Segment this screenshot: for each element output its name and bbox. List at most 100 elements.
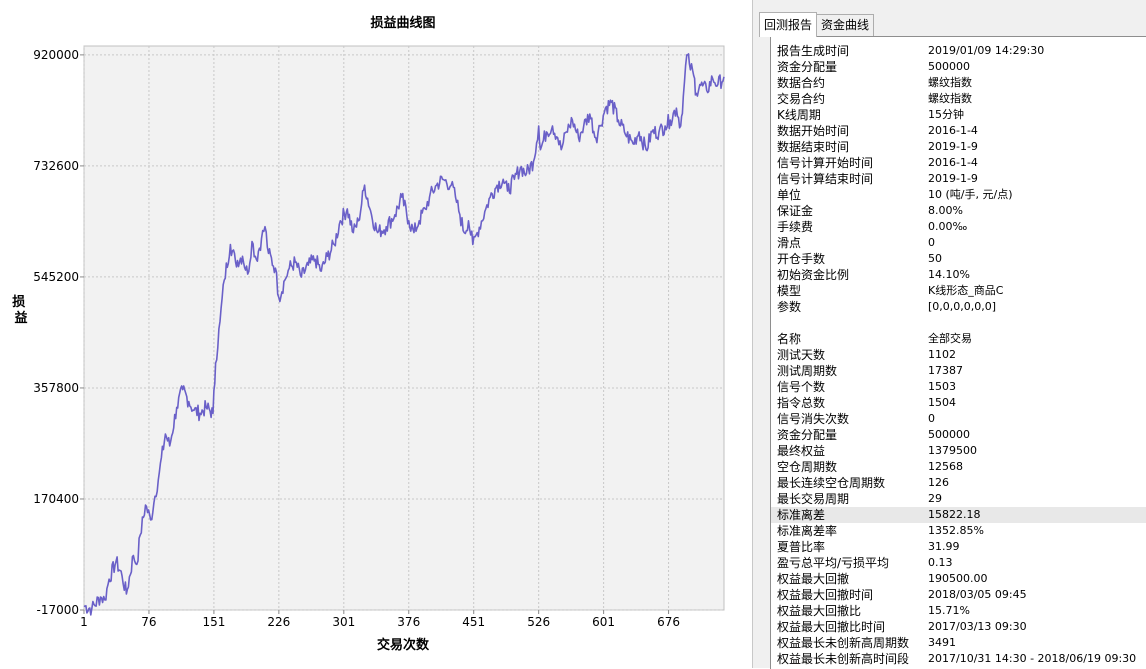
report-row-label: 资金分配量 [777, 428, 838, 442]
report-row[interactable]: 资金分配量 500000 [771, 59, 1146, 75]
report-row-value: 全部交易 [928, 332, 972, 345]
x-tick-label: 301 [332, 615, 355, 629]
report-row-label: 报告生成时间 [777, 44, 850, 58]
report-row-value: 14.10% [928, 268, 970, 281]
report-row[interactable]: K线周期 15分钟 [771, 107, 1146, 123]
report-row-value: 12568 [928, 460, 963, 473]
report-row[interactable]: 盈亏总平均/亏损平均 0.13 [771, 555, 1146, 571]
report-row[interactable]: 信号消失次数 0 [771, 411, 1146, 427]
report-row[interactable]: 最终权益 1379500 [771, 443, 1146, 459]
report-row-value: 126 [928, 476, 949, 489]
tab-bar: 回测报告 资金曲线 [759, 12, 875, 37]
report-row[interactable]: 标准离差率 1352.85% [771, 523, 1146, 539]
report-row-label: 信号消失次数 [777, 412, 850, 426]
report-row[interactable]: 测试周期数 17387 [771, 363, 1146, 379]
report-row-label: 指令总数 [777, 396, 826, 410]
report-row-label: 数据合约 [777, 76, 826, 90]
series-layer [83, 53, 725, 616]
y-axis-label: 损 益 [12, 294, 30, 326]
report-row[interactable]: 保证金 8.00% [771, 203, 1146, 219]
x-axis-label: 交易次数 [377, 637, 430, 653]
report-row[interactable]: 最长交易周期 29 [771, 491, 1146, 507]
report-row[interactable]: 权益最大回撤比时间 2017/03/13 09:30 [771, 619, 1146, 635]
report-row[interactable]: 信号计算开始时间 2016-1-4 [771, 155, 1146, 171]
report-row-label: 单位 [777, 188, 802, 202]
report-row-label: 权益最大回撤比 [777, 604, 862, 618]
report-row-value: 2017/10/31 14:30 - 2018/06/19 09:30 [928, 652, 1137, 665]
report-row[interactable]: 交易合约 螺纹指数 [771, 91, 1146, 107]
report-row-value: 3491 [928, 636, 956, 649]
report-row-value: 190500.00 [928, 572, 988, 585]
y-tick-label: 357800 [33, 381, 79, 395]
report-row[interactable]: 最长连续空仓周期数 126 [771, 475, 1146, 491]
report-row[interactable]: 数据结束时间 2019-1-9 [771, 139, 1146, 155]
plot-area [83, 45, 725, 611]
report-row[interactable]: 数据开始时间 2016-1-4 [771, 123, 1146, 139]
report-row[interactable]: 信号个数 1503 [771, 379, 1146, 395]
y-axis-label-text: 损 [12, 294, 25, 310]
report-row[interactable]: 参数 [0,0,0,0,0,0] [771, 299, 1146, 315]
report-row[interactable]: 权益最长未创新高时间段 2017/10/31 14:30 - 2018/06/19… [771, 651, 1146, 667]
report-row-value: 螺纹指数 [928, 92, 972, 105]
report-row[interactable]: 手续费 0.00‰ [771, 219, 1146, 235]
tab-backtest-report[interactable]: 回测报告 [759, 12, 818, 37]
report-row[interactable]: 模型 K线形态_商品C [771, 283, 1146, 299]
x-tick-label: 1 [80, 615, 88, 629]
report-row-value: 1379500 [928, 444, 977, 457]
report-row[interactable] [771, 315, 1146, 331]
report-row-value: [0,0,0,0,0,0] [928, 300, 997, 313]
chart-panel: 损益曲线图 1 76 151 226 301 376 451 526 601 676 -17000… [12, 15, 725, 653]
report-row-value: 29 [928, 492, 942, 505]
report-row-label: 数据开始时间 [777, 124, 850, 138]
tab-equity-curve[interactable]: 资金曲线 [817, 14, 875, 36]
report-row-label: 参数 [777, 300, 802, 314]
report-list[interactable]: 报告生成时间 2019/01/09 14:29:30 资金分配量 500000 数据合约… [770, 36, 1146, 669]
report-row-value: 17387 [928, 364, 963, 377]
report-row[interactable]: 权益最大回撤时间 2018/03/05 09:45 [771, 587, 1146, 603]
report-row[interactable]: 测试天数 1102 [771, 347, 1146, 363]
report-row-label: 手续费 [777, 220, 814, 234]
report-row-value: 15.71% [928, 604, 970, 617]
report-row-value: 0.13 [928, 556, 953, 569]
report-row[interactable]: 指令总数 1504 [771, 395, 1146, 411]
report-row-label: 资金分配量 [777, 60, 838, 74]
report-row-value: 2016-1-4 [928, 124, 978, 137]
report-row-label: 权益最大回撤 [777, 572, 850, 586]
report-row-label: 模型 [777, 284, 802, 298]
x-tick-label: 526 [527, 615, 550, 629]
report-row-value: 15822.18 [928, 508, 981, 521]
report-row[interactable]: 资金分配量 500000 [771, 427, 1146, 443]
report-row-label: 初始资金比例 [777, 268, 850, 282]
report-row-label: 测试周期数 [777, 364, 838, 378]
report-row[interactable]: 数据合约 螺纹指数 [771, 75, 1146, 91]
report-row-label: 权益最大回撤比时间 [777, 620, 886, 634]
report-row-label: 保证金 [777, 204, 814, 218]
report-row[interactable]: 信号计算结束时间 2019-1-9 [771, 171, 1146, 187]
report-row[interactable]: 开仓手数 50 [771, 251, 1146, 267]
report-row[interactable]: 权益最大回撤比 15.71% [771, 603, 1146, 619]
equity-curve-chart: 损益曲线图 1 76 151 226 301 376 451 526 601 676 -17000… [12, 15, 725, 653]
report-row[interactable]: 单位 10 (吨/手, 元/点) [771, 187, 1146, 203]
report-row[interactable]: 权益最长未创新高周期数 3491 [771, 635, 1146, 651]
report-row-value: 2018/03/05 09:45 [928, 588, 1027, 601]
report-row[interactable]: 空仓周期数 12568 [771, 459, 1146, 475]
x-tick-label: 601 [592, 615, 615, 629]
report-row-value: 50 [928, 252, 942, 265]
report-row[interactable]: 夏普比率 31.99 [771, 539, 1146, 555]
report-row[interactable]: 初始资金比例 14.10% [771, 267, 1146, 283]
report-row-label: 信号个数 [777, 380, 826, 394]
report-row[interactable]: 名称 全部交易 [771, 331, 1146, 347]
y-tick-label: -17000 [36, 603, 79, 617]
y-axis-ticks: -17000 170400 357800 545200 732600 920000 [33, 48, 84, 617]
report-row[interactable]: 报告生成时间 2019/01/09 14:29:30 [771, 43, 1146, 59]
report-row-label: K线周期 [777, 108, 821, 122]
report-row[interactable]: 滑点 0 [771, 235, 1146, 251]
report-row[interactable]: 标准离差 15822.18 [771, 507, 1146, 523]
report-row[interactable]: 权益最大回撤 190500.00 [771, 571, 1146, 587]
report-panel: 回测报告 资金曲线 报告生成时间 2019/01/09 14:29:30 资金分配量… [752, 0, 1146, 669]
y-tick-label: 732600 [33, 159, 79, 173]
x-tick-label: 451 [462, 615, 485, 629]
report-row-label: 滑点 [777, 236, 802, 250]
report-row-value: 2016-1-4 [928, 156, 978, 169]
report-row-value: 2019-1-9 [928, 172, 978, 185]
